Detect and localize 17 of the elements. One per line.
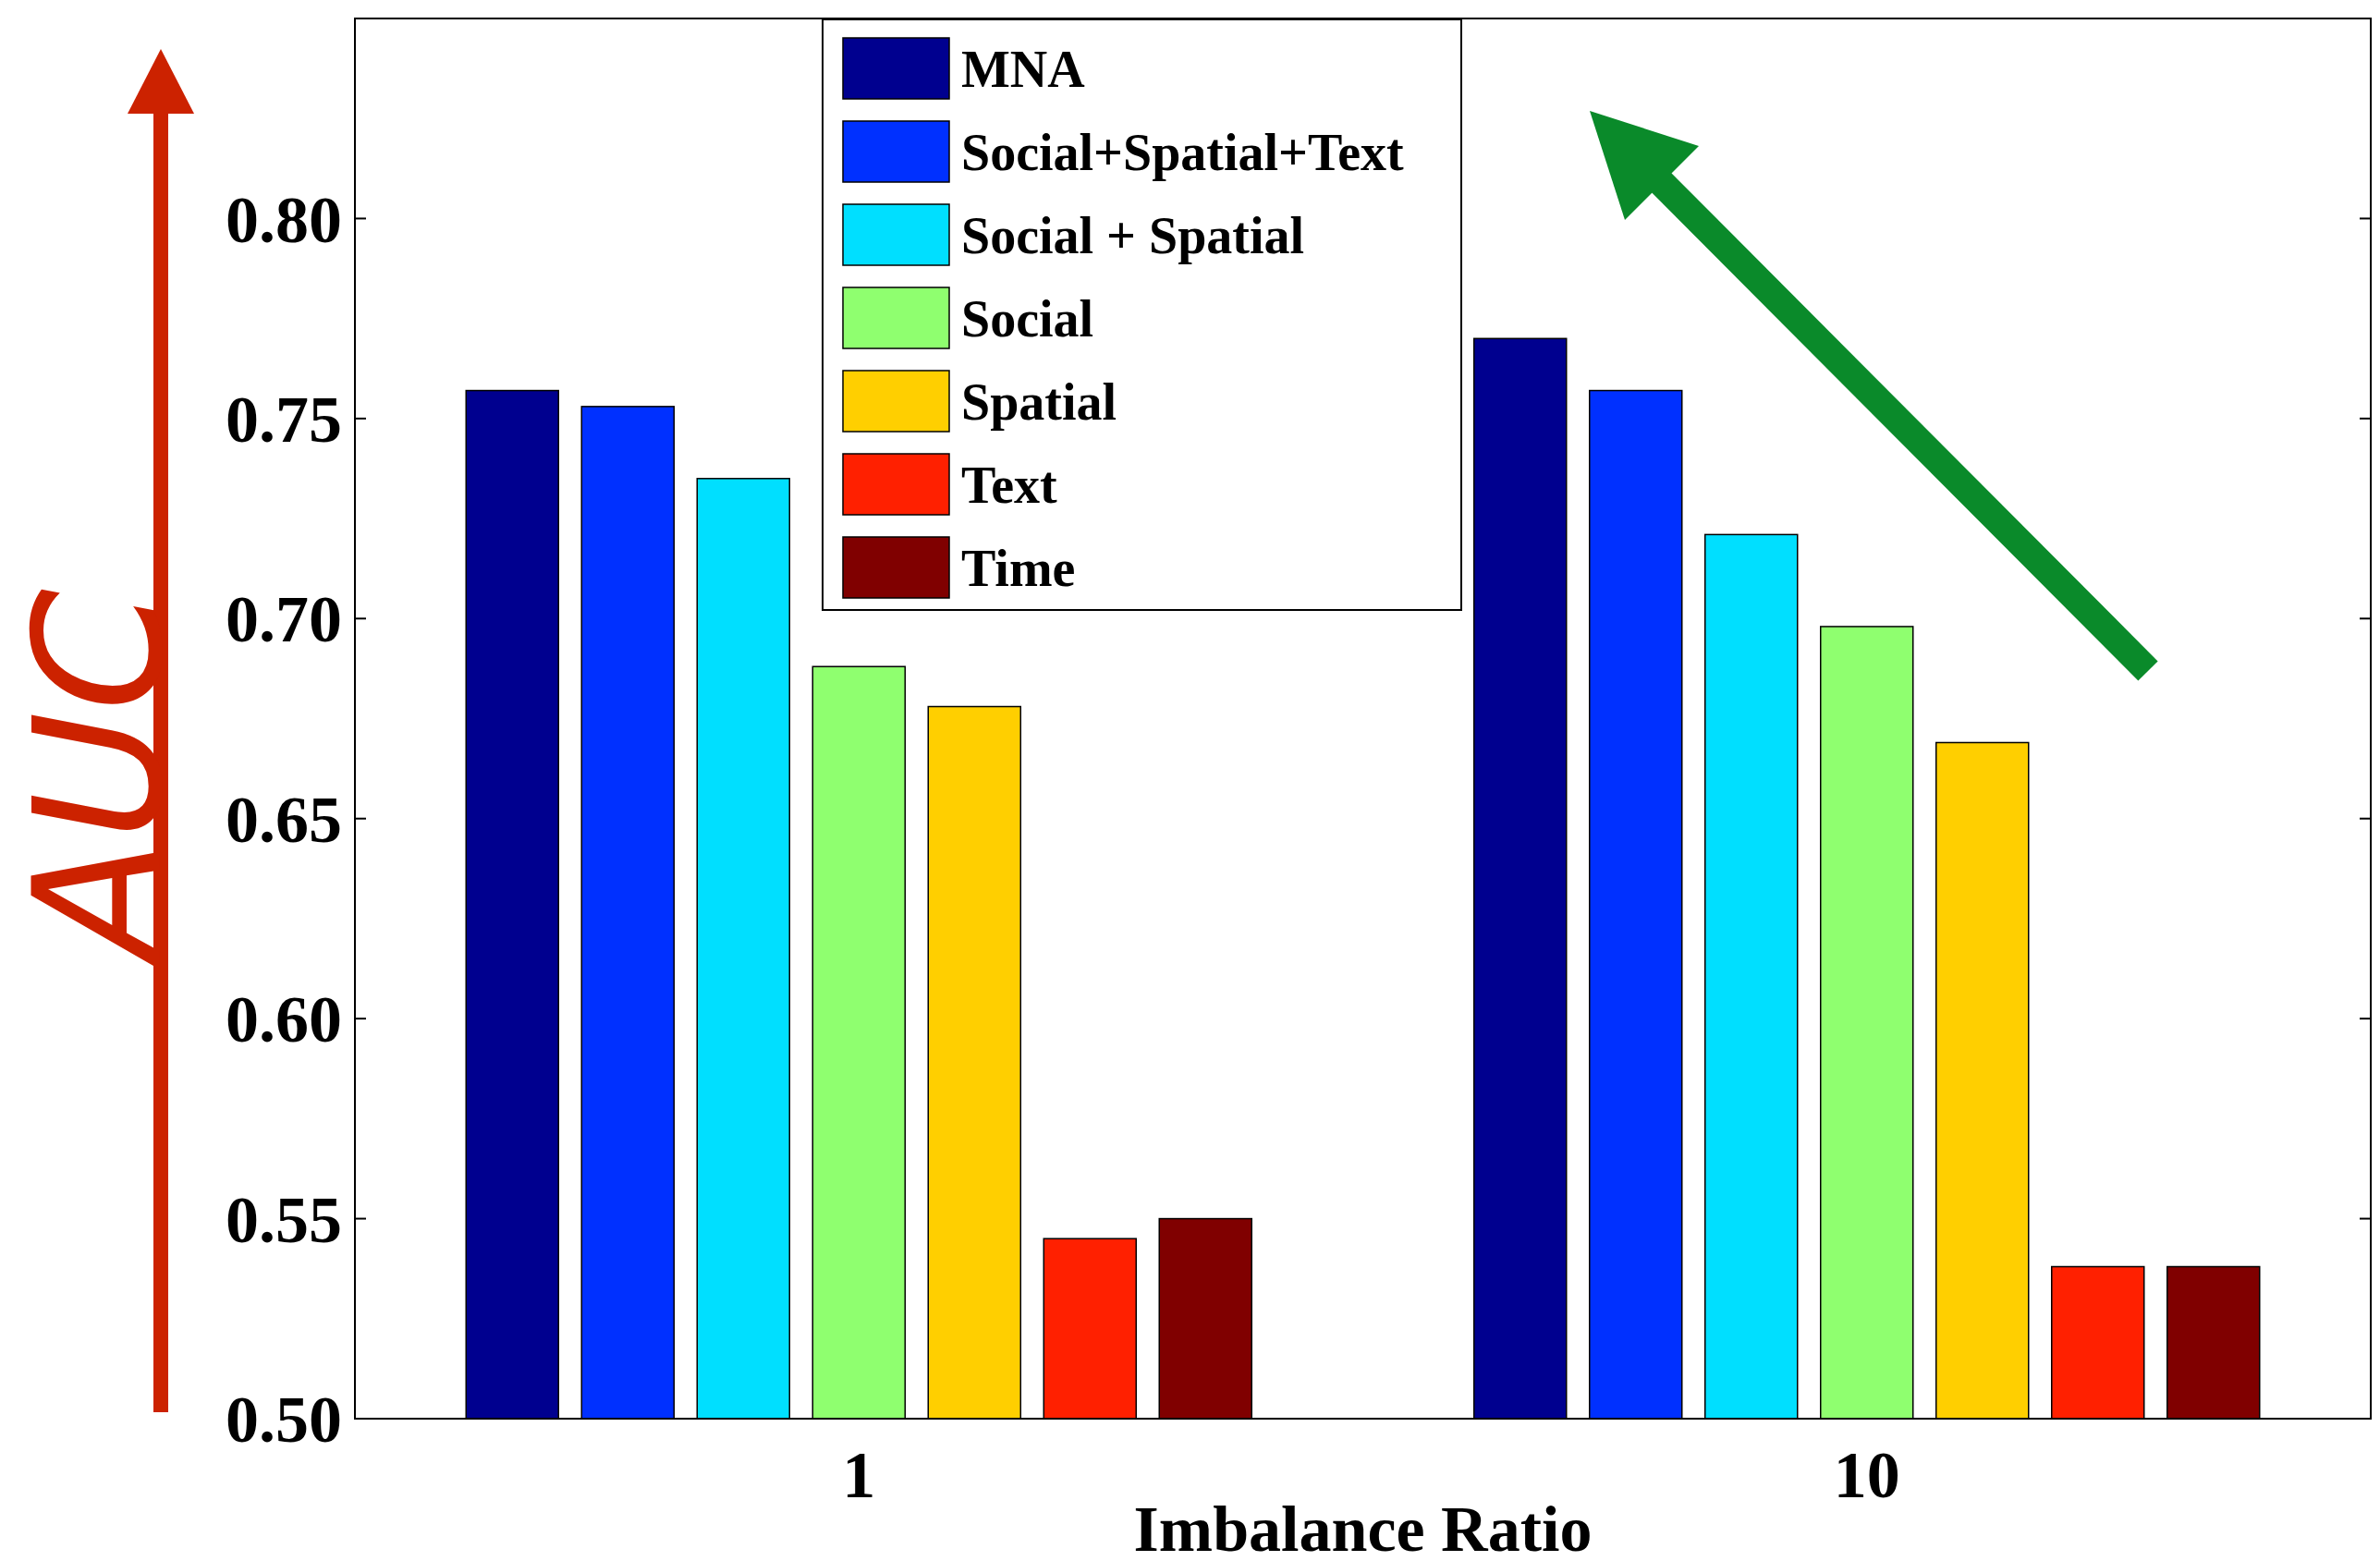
x-tick-label: 1 [842, 1438, 876, 1512]
legend-label: Social+Spatial+Text [961, 123, 1405, 181]
x-tick-label: 10 [1833, 1438, 1900, 1512]
y-tick-label: 0.60 [226, 982, 342, 1057]
y-tick-label: 0.70 [226, 582, 342, 657]
legend-label: Time [961, 539, 1076, 597]
y-tick-label: 0.55 [226, 1182, 342, 1257]
y-tick-label: 0.50 [226, 1383, 342, 1457]
x-axis-title: Imbalance Ratio [1133, 1494, 1593, 1561]
legend-label: Spatial [961, 372, 1117, 431]
y-tick-label: 0.80 [226, 182, 342, 257]
legend-label: Social [961, 289, 1094, 348]
legend-label: Text [961, 456, 1058, 514]
y-tick-label: 0.75 [226, 383, 342, 457]
y-tick-label: 0.65 [226, 782, 342, 857]
legend-label: MNA [961, 40, 1086, 98]
legend-label: Social + Spatial [961, 206, 1305, 264]
